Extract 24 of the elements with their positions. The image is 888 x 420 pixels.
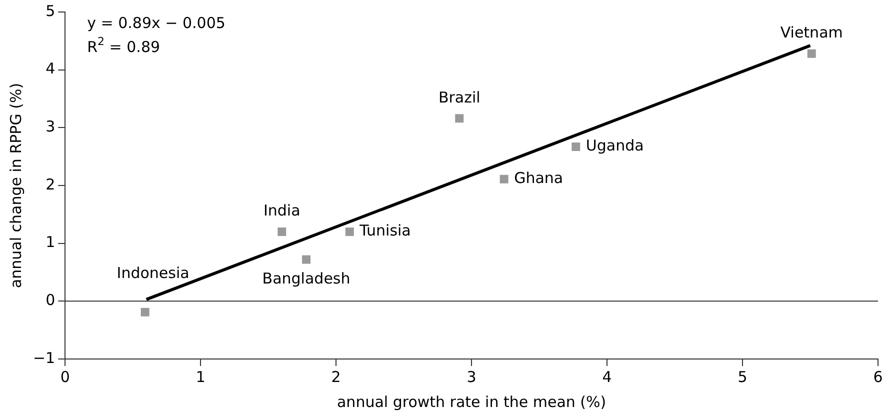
annotation: Vietnam <box>780 24 843 42</box>
x-tick-label: 2 <box>331 368 341 386</box>
annotation: Indonesia <box>116 264 190 282</box>
annotation: Brazil <box>438 88 480 106</box>
y-tick-label: −1 <box>32 348 56 367</box>
annotation: Ghana <box>514 169 564 188</box>
annotation: Bangladesh <box>262 269 350 288</box>
y-tick-label: 2 <box>46 175 56 194</box>
x-tick-label: 3 <box>466 368 476 386</box>
x-tick-label: 4 <box>602 368 612 386</box>
x-tick-label: 0 <box>60 368 70 386</box>
x-tick-label: 1 <box>196 368 206 386</box>
y-tick-label: 0 <box>46 291 56 310</box>
annotation: India <box>263 202 300 220</box>
x-tick-label: 5 <box>738 368 748 386</box>
y-tick-label: 5 <box>46 2 56 20</box>
y-axis-title: annual change in RPPG (%) <box>6 82 25 288</box>
annotation: Tunisia <box>358 222 411 240</box>
x-tick-label: 6 <box>873 368 883 386</box>
x-axis-title: annual growth rate in the mean (%) <box>336 392 606 411</box>
y-tick-label: 1 <box>46 233 56 252</box>
y-tick-label: 4 <box>46 60 56 78</box>
y-tick-label: 3 <box>46 118 56 136</box>
annotation: Uganda <box>586 136 644 155</box>
